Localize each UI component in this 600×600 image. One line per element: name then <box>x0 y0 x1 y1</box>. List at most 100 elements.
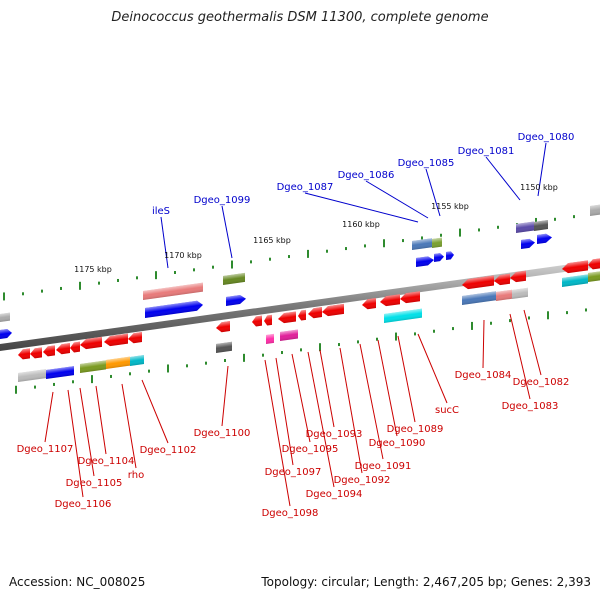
leader-line <box>377 339 398 437</box>
gene-label: Dgeo_1087 <box>277 182 334 193</box>
gene-feature <box>18 348 30 360</box>
genome-summary: Topology: circular; Length: 2,467,205 bp… <box>261 575 591 589</box>
gene-ileS <box>145 300 203 318</box>
gene-label: Dgeo_1082 <box>513 377 570 388</box>
gene-label: Dgeo_1085 <box>398 158 455 169</box>
leader-line <box>221 365 229 427</box>
scale-label: 1170 kbp <box>164 251 202 260</box>
gene-feature <box>510 270 526 283</box>
gene-feature <box>252 315 262 327</box>
gene-feature <box>362 298 376 310</box>
gene-label: rho <box>128 470 144 481</box>
gene-feature <box>43 345 55 357</box>
gene-feature <box>130 355 144 367</box>
gene-label: Dgeo_1104 <box>78 456 135 467</box>
gene-feature <box>432 237 442 249</box>
gene-feature <box>70 341 80 353</box>
gene-label: Dgeo_1095 <box>282 444 339 455</box>
leader-line <box>304 192 419 223</box>
axis-band <box>0 260 600 351</box>
scale-label: 1165 kbp <box>253 236 291 245</box>
gene-label: Dgeo_1089 <box>387 424 444 435</box>
gene-label: ileS <box>152 206 170 217</box>
genome-axis <box>0 260 600 351</box>
gene-label: Dgeo_1090 <box>369 438 426 449</box>
gene-label: Dgeo_1092 <box>334 475 391 486</box>
gene-feature <box>278 311 296 324</box>
scale-label: 1160 kbp <box>342 220 380 229</box>
gene-feature <box>412 238 432 250</box>
scale-labels: 1175 kbp 1170 kbp 1165 kbp 1160 kbp 1155 kbp… <box>74 183 558 274</box>
gene-feature <box>298 309 306 321</box>
gene-feature <box>562 274 588 287</box>
gene-feature <box>128 332 142 344</box>
gene-label: Dgeo_1081 <box>458 146 515 157</box>
gene-label: Dgeo_1080 <box>518 132 575 143</box>
gene-feature <box>264 314 272 326</box>
leader-line <box>307 351 335 488</box>
gene-label: Dgeo_1093 <box>306 429 363 440</box>
leader-line <box>44 391 54 443</box>
leader-line <box>67 389 84 498</box>
gene-label: Dgeo_1086 <box>338 170 395 181</box>
gene-feature <box>216 321 230 333</box>
leader-line <box>121 383 137 469</box>
gene-feature <box>534 220 548 232</box>
gene-feature <box>56 343 70 355</box>
forward-gene-labels: ileS Dgeo_1099 Dgeo_1087 Dgeo_1086Dgeo_1085… <box>152 132 574 217</box>
leader-line <box>79 387 95 477</box>
scale-label: 1150 kbp <box>520 183 558 192</box>
leader-lines <box>44 142 547 507</box>
leader-line <box>417 333 448 404</box>
leader-line <box>264 359 291 507</box>
gene-feature <box>462 275 494 290</box>
accession-text: Accession: NC_008025 <box>9 575 146 589</box>
leader-line <box>160 216 169 269</box>
gene-feature <box>106 356 130 369</box>
gene-feature <box>216 341 232 353</box>
gene-feature <box>104 333 128 347</box>
gene-label: Dgeo_1094 <box>306 489 363 500</box>
gene-feature <box>434 253 444 263</box>
gene-label: Dgeo_1100 <box>194 428 251 439</box>
gene-feature <box>400 291 420 304</box>
gene-feature <box>80 336 102 350</box>
gene-feature <box>30 347 42 359</box>
gene-feature <box>496 289 512 302</box>
gene-feature <box>512 287 528 299</box>
gene-feature <box>280 329 298 342</box>
leader-line <box>275 357 294 466</box>
gene-feature <box>143 282 203 300</box>
leader-line <box>425 168 441 217</box>
leader-line <box>482 319 485 369</box>
leader-line <box>509 313 531 400</box>
gene-feature <box>18 369 46 382</box>
gene-label: Dgeo_1097 <box>265 467 322 478</box>
gene-feature <box>0 328 12 339</box>
gene-feature <box>416 256 434 267</box>
leader-line <box>485 156 521 201</box>
gene-feature <box>380 294 400 307</box>
leader-line <box>141 379 169 444</box>
leader-line <box>365 180 429 219</box>
map-title: Deinococcus geothermalis DSM 11300, comp… <box>111 10 489 25</box>
gene-label: Dgeo_1084 <box>455 370 512 381</box>
gene-label: Dgeo_1091 <box>355 461 412 472</box>
gene-feature <box>516 221 534 233</box>
leader-line <box>291 353 311 443</box>
gene-label: Dgeo_1099 <box>194 195 251 206</box>
gene-feature <box>521 238 535 250</box>
gene-feature <box>308 307 322 319</box>
gene-feature <box>223 272 245 286</box>
gene-feature <box>446 251 454 261</box>
gene-label: Dgeo_1106 <box>55 499 112 510</box>
gene-feature <box>266 333 274 344</box>
gene-feature <box>384 308 422 324</box>
gene-feature <box>588 258 600 270</box>
leader-line <box>95 385 107 455</box>
gene-label: Dgeo_1102 <box>140 445 197 456</box>
leader-line <box>319 349 335 428</box>
leader-line <box>537 142 547 197</box>
gene-feature <box>46 366 74 380</box>
